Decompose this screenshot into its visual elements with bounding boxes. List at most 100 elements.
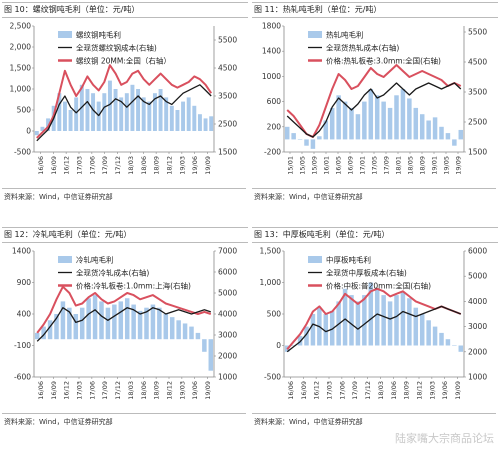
margin-bar [362,101,367,140]
left-tick-label: 1,500 [260,247,282,256]
x-tick-label: 19/09 [454,381,462,400]
margin-bar [34,131,39,136]
left-tick-label: 2,500 [10,22,32,31]
right-tick-label: 2000 [218,352,237,361]
margin-bar [92,295,98,340]
margin-bar [176,320,181,340]
x-tick-label: 16/05 [335,156,343,175]
x-tick-label: 16/01 [323,156,331,175]
left-tick-label: 0 [26,127,31,136]
x-tick-label: 18/12 [166,381,174,400]
margin-bar [169,317,175,340]
margin-bar [189,326,194,340]
x-tick-label: 17/06 [88,156,96,175]
right-tick-label: 4500 [218,64,237,73]
cost-line [286,305,462,353]
margin-bar [105,307,111,340]
left-tick-label: 1800 [262,22,281,31]
chart-panel-rebar: 图 10：螺纹钢吨毛利（单位：元/吨） -500 0 500 1,000 1,500 2,… [0,0,250,225]
x-tick-label: 19/01 [431,156,439,175]
x-tick-label: 18/06 [140,381,148,400]
x-tick-label: 18/01 [395,156,403,175]
right-tick-label: 4000 [218,310,237,319]
margin-bar [291,345,296,346]
legend-swatch-bar [58,31,72,38]
margin-bar [79,307,85,340]
left-tick-label: 1,000 [260,278,282,287]
margin-bar [68,110,73,131]
margin-bar [136,89,141,131]
margin-bar [124,298,130,340]
left-tick-label: 900 [17,278,32,287]
x-tick-label: 19/09 [455,156,463,175]
right-tick-label: 3000 [468,322,487,331]
right-tick-label: 5000 [468,272,487,281]
x-tick-label: 19/05 [443,156,451,175]
margin-bar [34,332,40,340]
chart-panel-hot-rolled: 图 11：热轧吨毛利（单位：元/吨） -200 200 600 1000 1400 180… [250,0,500,225]
right-tick-label: 5500 [468,28,487,37]
legend-swatch-bar [308,256,322,263]
x-tick-label: 18/09 [403,381,411,400]
left-tick-label: 1000 [262,72,281,81]
margin-bar [407,298,412,346]
right-tick-label: 1500 [468,148,487,157]
x-tick-label: 19/09 [204,156,212,175]
chart-plot: -500 0 500 1,000 1,500 2,000 2,500 1500 2500 3500… [10,22,238,175]
cost-line [36,84,212,142]
legend-swatch-bar [58,256,72,263]
margin-bar [432,117,438,140]
margin-bar [304,139,309,146]
right-tick-label: 6000 [468,247,487,256]
x-tick-label: 19/03 [178,381,186,400]
margin-bar [152,93,157,131]
margin-bar [394,295,399,346]
left-tick-label: -200 [264,148,281,157]
x-tick-label: 16/09 [300,381,308,400]
margin-bar [336,95,341,140]
x-tick-label: 18/12 [416,381,424,400]
left-tick-label: -100 [14,341,31,350]
x-tick-label: 17/03 [76,381,84,400]
x-tick-label: 16/06 [37,381,45,400]
margin-bar [458,129,464,140]
x-tick-label: 18/06 [390,381,398,400]
chart-plot: -600 -100 400 900 1400 1000 2000 3000 4000 5000 60… [12,247,237,400]
x-tick-label: 17/09 [351,381,359,400]
margin-bar [284,126,290,140]
legend-label: 螺纹钢 20MM:全国（右轴） [76,56,171,66]
legend-label: 全现货螺纹钢成本(右轴) [76,43,157,53]
chart-plot: -200 200 600 1000 1400 1800 1500 2500 3500 4500 55… [262,22,487,175]
margin-bar [381,295,386,346]
margin-bar [67,307,72,340]
right-tick-label: 3000 [218,331,237,340]
margin-bar [40,126,45,131]
legend-label: 价格:冷轧板卷:1.0mm:上海(右轴) [76,281,191,291]
right-tick-label: 7000 [218,247,237,256]
legend-swatch-bar [308,31,322,38]
margin-bar [186,97,191,131]
legend-label: 中厚板吨毛利 [326,255,371,265]
margin-bar [329,107,335,140]
left-tick-label: 1400 [262,47,281,56]
margin-bar [413,307,419,346]
divider [2,413,246,414]
x-tick-label: 17/09 [101,156,109,175]
margin-bar [355,114,361,140]
margin-bar [124,93,129,131]
margin-bar [368,89,374,140]
legend-label: 冷轧吨毛利 [76,255,114,265]
margin-bar [163,314,169,340]
margin-bar [203,118,208,131]
x-tick-label: 18/12 [166,156,174,175]
x-tick-label: 17/06 [338,381,346,400]
source-note: 资料来源：Wind，中信证券研究部 [4,193,113,201]
margin-bar [41,326,46,340]
margin-bar [147,101,152,131]
legend-label: 螺纹钢吨毛利 [76,30,121,40]
x-tick-label: 17/12 [364,381,372,400]
margin-bar [413,107,419,140]
x-tick-label: 16/12 [313,381,321,400]
x-tick-label: 16/09 [347,156,355,175]
margin-bar [107,80,112,131]
